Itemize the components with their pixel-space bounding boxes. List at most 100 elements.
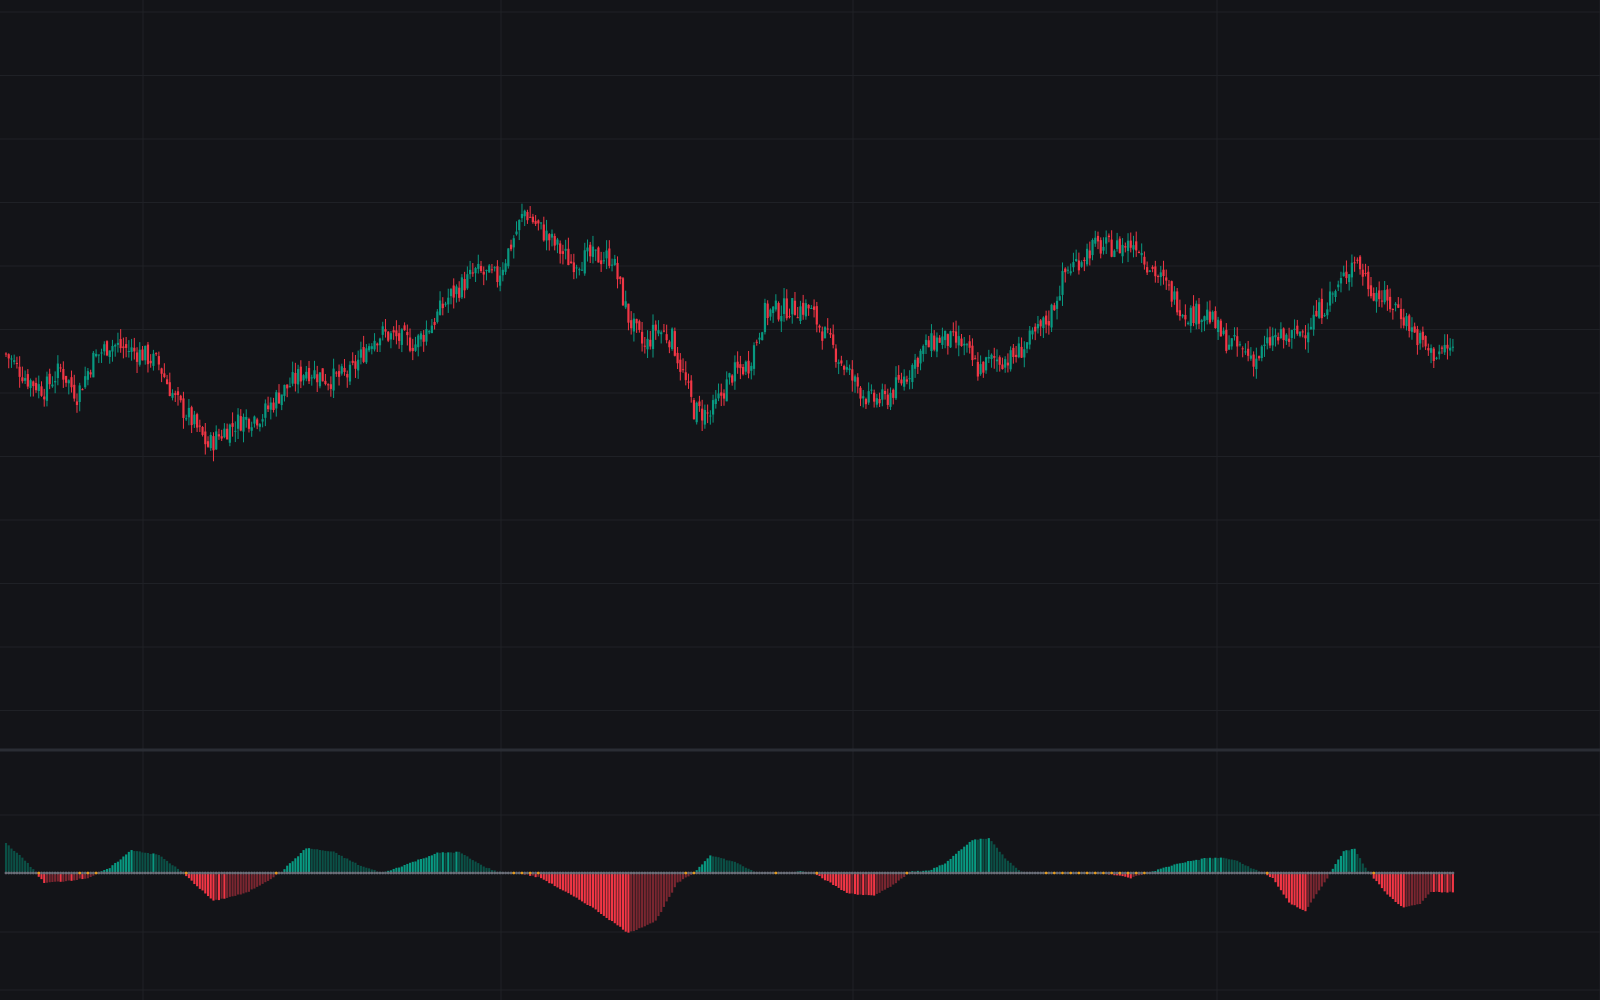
histogram-bar[interactable] xyxy=(116,861,119,873)
histogram-bar[interactable] xyxy=(231,873,234,897)
histogram-bar[interactable] xyxy=(479,864,483,873)
candle-body[interactable] xyxy=(1435,357,1438,359)
candle-body[interactable] xyxy=(152,353,155,366)
histogram-bar[interactable] xyxy=(318,850,321,873)
candle-body[interactable] xyxy=(1053,305,1056,311)
histogram-bar[interactable] xyxy=(870,873,873,896)
candle-body[interactable] xyxy=(1350,262,1353,278)
histogram-bar[interactable] xyxy=(1348,850,1351,873)
histogram-bar[interactable] xyxy=(414,861,417,873)
candle-body[interactable] xyxy=(144,345,147,361)
histogram-bar[interactable] xyxy=(1318,873,1321,891)
histogram-bar[interactable] xyxy=(624,873,627,932)
candle-body[interactable] xyxy=(657,330,660,334)
histogram-bar[interactable] xyxy=(641,873,644,928)
histogram-bar[interactable] xyxy=(873,873,876,896)
candle-body[interactable] xyxy=(444,303,447,305)
histogram-bar[interactable] xyxy=(447,852,450,873)
histogram-bar[interactable] xyxy=(881,873,884,891)
histogram-bar[interactable] xyxy=(1255,869,1258,873)
candle-body[interactable] xyxy=(834,348,838,363)
candle-body[interactable] xyxy=(1266,337,1269,344)
candle-body[interactable] xyxy=(485,269,488,272)
histogram-bar[interactable] xyxy=(695,870,698,873)
histogram-bar[interactable] xyxy=(299,852,302,873)
histogram-bar[interactable] xyxy=(1184,862,1187,873)
histogram-bar[interactable] xyxy=(1132,873,1135,877)
histogram-bar[interactable] xyxy=(166,860,169,873)
histogram-bar[interactable] xyxy=(701,864,704,873)
histogram-bar[interactable] xyxy=(1323,873,1326,883)
candle-body[interactable] xyxy=(411,347,414,352)
candle-body[interactable] xyxy=(1140,252,1143,256)
histogram-bar[interactable] xyxy=(1214,857,1217,873)
histogram-bar[interactable] xyxy=(834,873,837,887)
histogram-bar[interactable] xyxy=(403,864,406,873)
histogram-bar[interactable] xyxy=(1279,873,1282,891)
candle-body[interactable] xyxy=(378,338,382,346)
candle-body[interactable] xyxy=(583,250,586,274)
histogram-bar[interactable] xyxy=(1219,857,1222,873)
candle-body[interactable] xyxy=(610,264,614,266)
candle-body[interactable] xyxy=(163,373,166,378)
candle-body[interactable] xyxy=(193,414,196,425)
candle-body[interactable] xyxy=(777,303,780,320)
candle-body[interactable] xyxy=(141,349,144,361)
histogram-bar[interactable] xyxy=(215,873,218,900)
histogram-bar[interactable] xyxy=(1167,866,1171,873)
candle-body[interactable] xyxy=(389,333,393,340)
histogram-bar[interactable] xyxy=(717,857,720,873)
candle-body[interactable] xyxy=(419,333,423,340)
histogram-bar[interactable] xyxy=(127,851,130,873)
candle-body[interactable] xyxy=(758,337,761,340)
candle-body[interactable] xyxy=(1451,346,1454,348)
candle-body[interactable] xyxy=(526,211,529,221)
histogram-bar[interactable] xyxy=(176,868,180,873)
candle-body[interactable] xyxy=(29,380,32,388)
candle-body[interactable] xyxy=(578,269,581,271)
histogram-bar[interactable] xyxy=(1364,867,1367,873)
candle-body[interactable] xyxy=(1252,354,1255,367)
candle-body[interactable] xyxy=(1247,348,1250,356)
histogram-bar[interactable] xyxy=(681,873,685,880)
histogram-bar[interactable] xyxy=(744,867,747,873)
candle-body[interactable] xyxy=(979,364,982,375)
candle-body[interactable] xyxy=(949,331,952,348)
candle-body[interactable] xyxy=(534,220,537,224)
histogram-bar[interactable] xyxy=(728,860,731,873)
histogram-bar[interactable] xyxy=(897,873,900,881)
candle-body[interactable] xyxy=(903,376,906,387)
candle-body[interactable] xyxy=(196,414,199,428)
histogram-bar[interactable] xyxy=(436,852,439,873)
histogram-bar[interactable] xyxy=(1361,863,1364,873)
histogram-bar[interactable] xyxy=(611,873,614,922)
candle-body[interactable] xyxy=(1337,284,1340,288)
candle-body[interactable] xyxy=(1113,250,1116,258)
candle-body[interactable] xyxy=(1296,325,1299,334)
histogram-bar[interactable] xyxy=(829,873,832,883)
histogram-bar[interactable] xyxy=(668,873,671,897)
candle-body[interactable] xyxy=(291,372,294,384)
histogram-bar[interactable] xyxy=(196,873,199,887)
histogram-bar[interactable] xyxy=(354,862,357,873)
histogram-bar[interactable] xyxy=(1397,873,1400,905)
histogram-bar[interactable] xyxy=(1334,864,1337,873)
candle-body[interactable] xyxy=(490,269,494,271)
candle-body[interactable] xyxy=(1167,284,1171,286)
candle-body[interactable] xyxy=(548,234,551,241)
histogram-bar[interactable] xyxy=(1206,858,1209,873)
histogram-bar[interactable] xyxy=(903,873,906,877)
candle-body[interactable] xyxy=(1391,309,1394,311)
histogram-bar[interactable] xyxy=(864,873,867,895)
histogram-bar[interactable] xyxy=(163,859,166,873)
candle-body[interactable] xyxy=(376,343,379,346)
candle-body[interactable] xyxy=(146,344,150,365)
candle-body[interactable] xyxy=(709,415,712,417)
histogram-bar[interactable] xyxy=(89,873,92,877)
candle-body[interactable] xyxy=(1402,317,1405,326)
candle-body[interactable] xyxy=(111,345,114,352)
candle-body[interactable] xyxy=(812,306,816,310)
histogram-bar[interactable] xyxy=(302,850,305,873)
candle-body[interactable] xyxy=(572,262,575,273)
histogram-bar[interactable] xyxy=(297,856,300,873)
